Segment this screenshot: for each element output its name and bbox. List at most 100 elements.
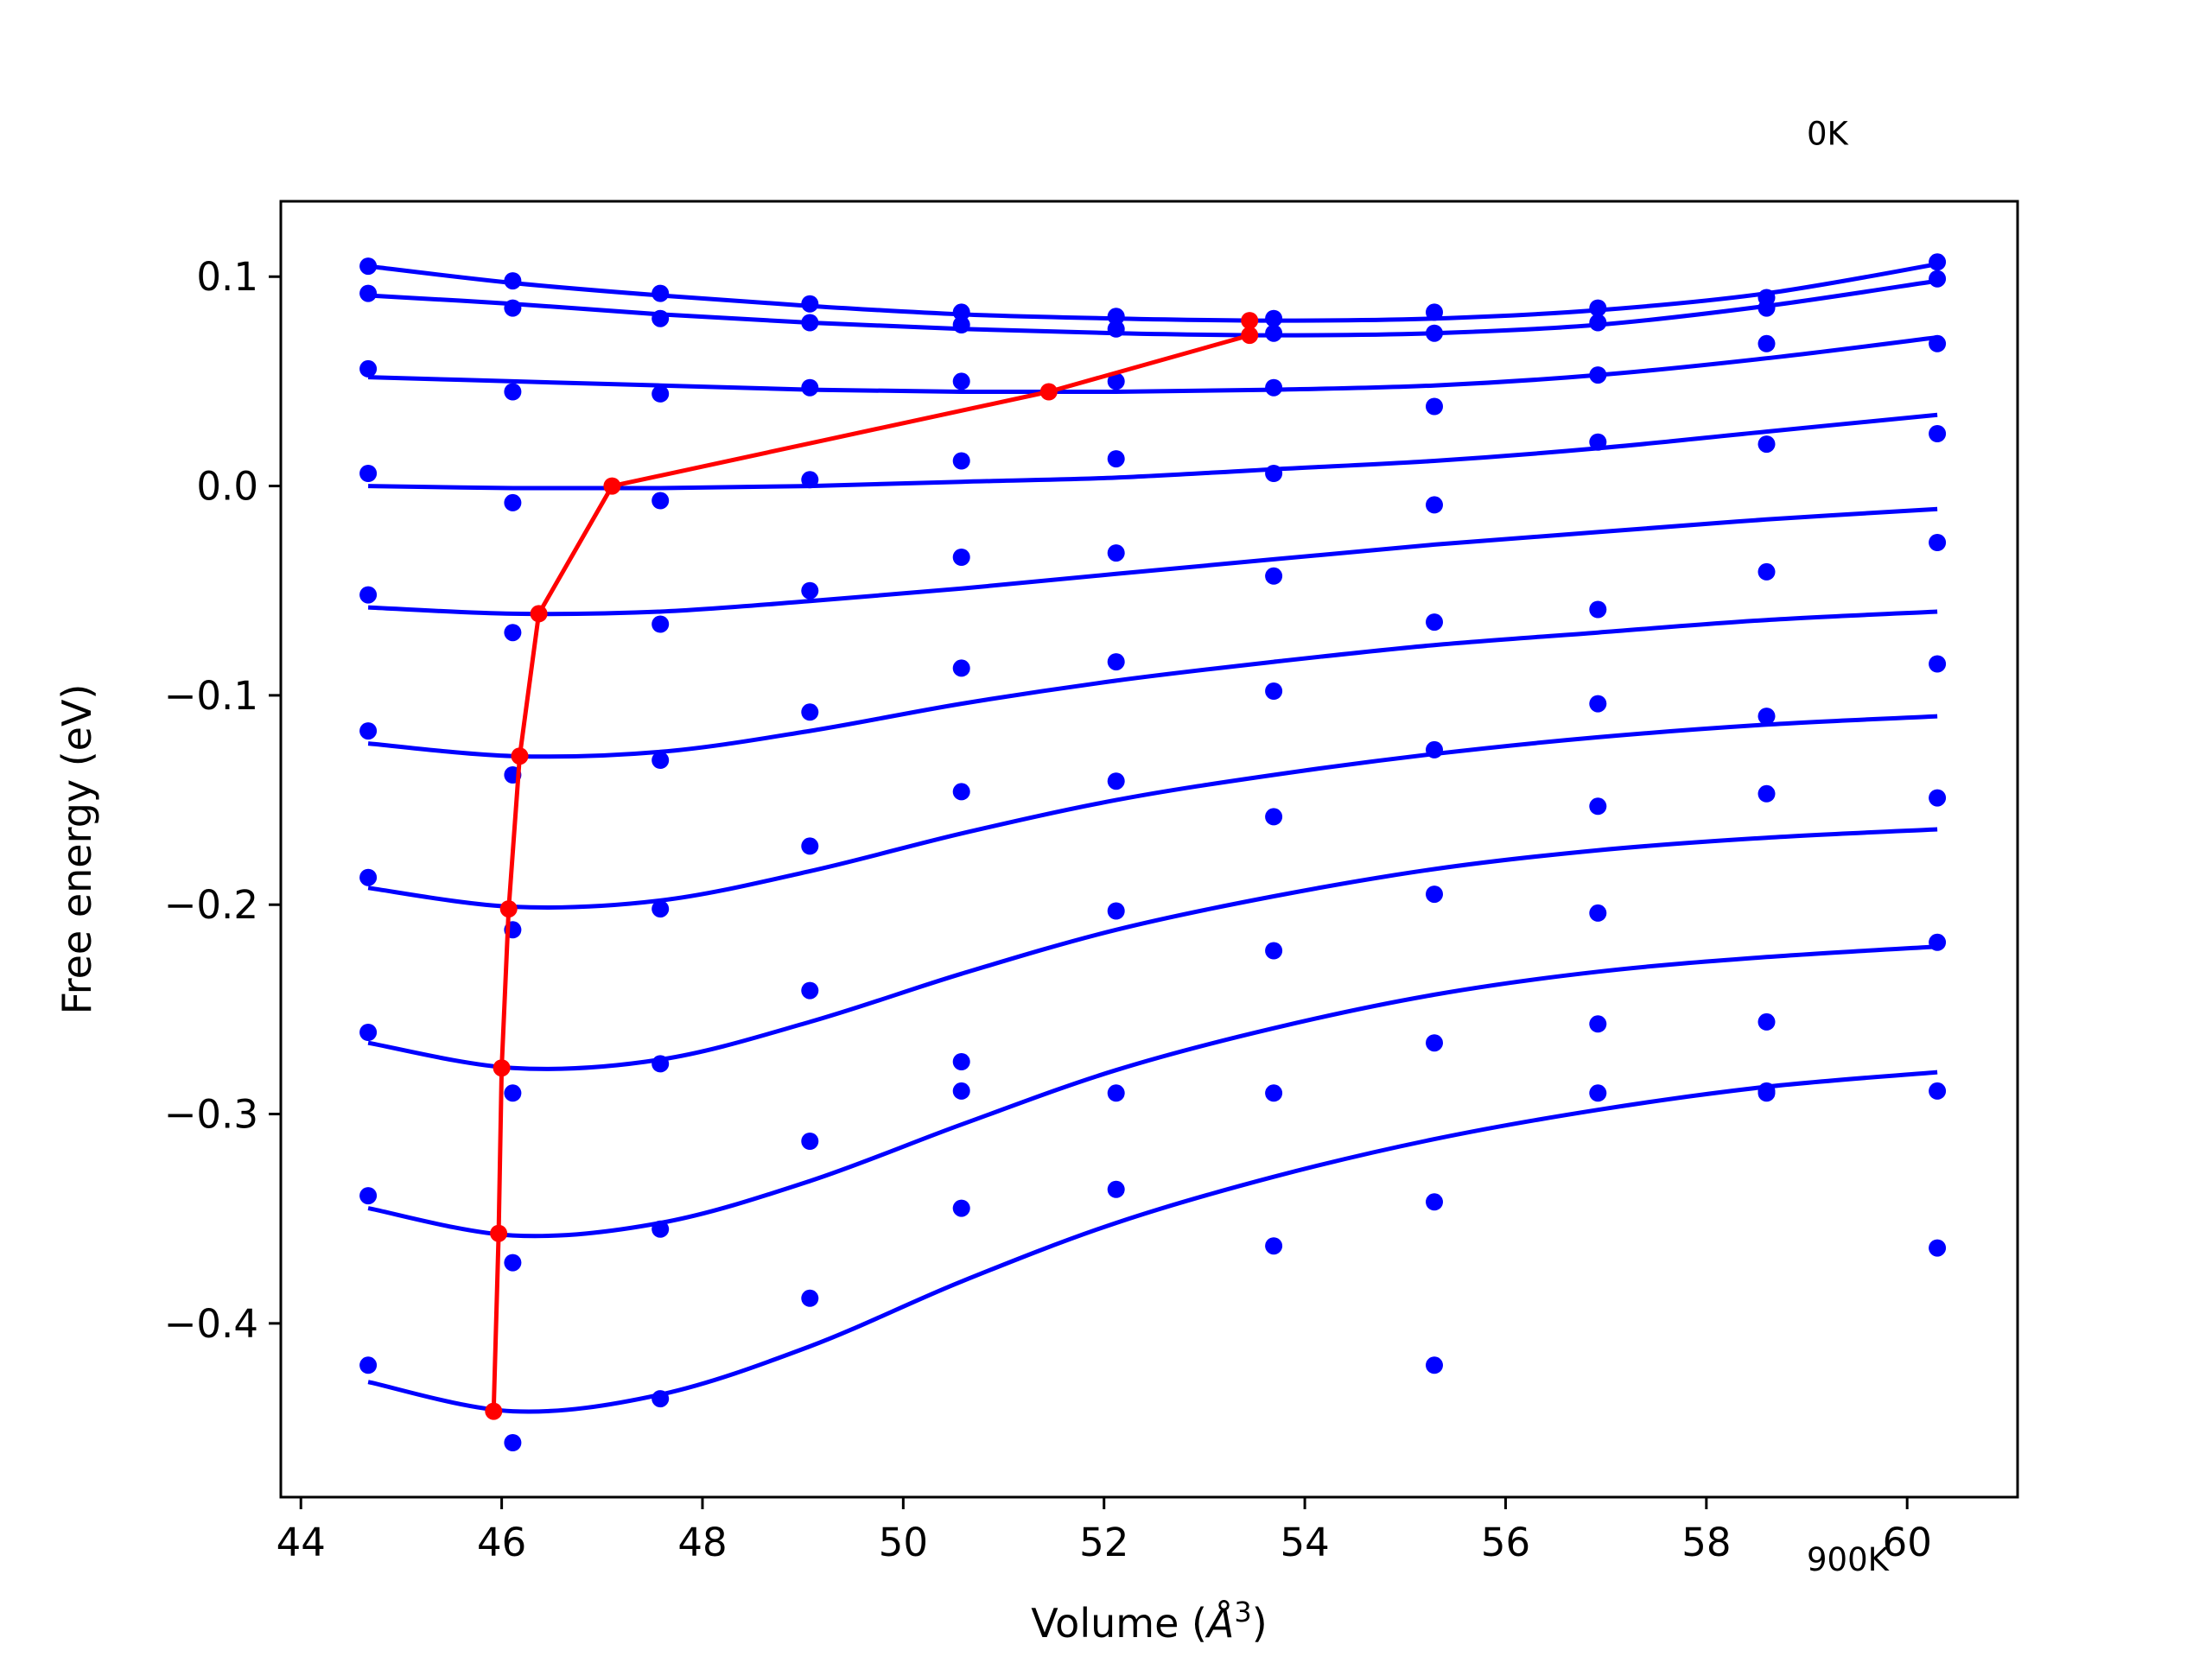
minima-point-2 xyxy=(1039,383,1058,401)
data-point-1-3 xyxy=(801,314,819,332)
data-point-6-3 xyxy=(801,837,819,855)
data-point-9-8 xyxy=(1589,1084,1607,1102)
data-point-4-6 xyxy=(1265,567,1283,585)
data-point-3-6 xyxy=(1265,465,1283,482)
data-point-1-6 xyxy=(1265,324,1283,342)
x-tick-label-0: 44 xyxy=(276,1520,326,1565)
data-point-8-3 xyxy=(801,1133,819,1150)
y-tick-label-3: −0.2 xyxy=(164,882,258,928)
data-point-2-5 xyxy=(1107,372,1125,390)
data-point-4-3 xyxy=(801,581,819,600)
data-point-7-0 xyxy=(359,1024,378,1041)
data-point-3-10 xyxy=(1929,425,1947,442)
y-tick-label-5: −0.4 xyxy=(164,1301,258,1347)
data-point-3-5 xyxy=(1107,450,1125,468)
data-point-4-7 xyxy=(1426,613,1443,632)
x-tick-label-4: 52 xyxy=(1079,1520,1128,1565)
data-point-1-0 xyxy=(359,284,378,302)
data-point-1-4 xyxy=(952,316,970,333)
data-point-5-9 xyxy=(1758,708,1776,726)
data-point-5-0 xyxy=(359,722,378,740)
data-point-7-4 xyxy=(952,1053,970,1070)
data-point-2-2 xyxy=(652,384,670,403)
x-axis-label-main: Volume ( xyxy=(1031,1600,1207,1647)
y-tick-label-2: −0.1 xyxy=(164,673,258,719)
data-point-5-10 xyxy=(1929,655,1947,673)
data-point-1-5 xyxy=(1107,320,1125,338)
data-point-7-3 xyxy=(801,981,819,1000)
data-point-6-10 xyxy=(1929,789,1947,807)
data-point-8-2 xyxy=(652,1220,670,1238)
data-point-0-8 xyxy=(1589,299,1607,317)
fit-curve-3 xyxy=(368,412,1938,491)
data-point-8-8 xyxy=(1589,1015,1607,1033)
data-point-3-3 xyxy=(801,471,819,489)
data-point-7-10 xyxy=(1929,933,1947,951)
data-point-8-1 xyxy=(504,1254,522,1272)
data-point-4-5 xyxy=(1107,544,1125,562)
data-point-9-3 xyxy=(801,1289,819,1307)
data-point-2-1 xyxy=(504,383,522,401)
minima-point-4 xyxy=(530,605,548,623)
data-point-8-10 xyxy=(1929,1082,1947,1100)
fit-curve-8 xyxy=(367,944,1938,1239)
data-point-4-4 xyxy=(952,549,970,566)
minima-line xyxy=(491,321,1252,1412)
minima-point-5 xyxy=(511,747,529,765)
x-tick-label-2: 48 xyxy=(677,1520,727,1565)
data-point-1-2 xyxy=(652,309,670,327)
data-point-0-0 xyxy=(359,257,378,276)
data-point-9-9 xyxy=(1758,1084,1776,1102)
plot-marks xyxy=(359,253,1947,1451)
data-point-1-10 xyxy=(1929,270,1947,288)
data-point-9-0 xyxy=(359,1356,378,1374)
data-point-0-6 xyxy=(1265,309,1283,327)
data-point-5-6 xyxy=(1265,682,1283,700)
data-point-8-7 xyxy=(1426,1193,1443,1211)
data-point-8-5 xyxy=(1107,1180,1125,1198)
data-point-4-8 xyxy=(1589,600,1607,619)
data-point-7-8 xyxy=(1589,904,1607,922)
fit-curve-7 xyxy=(367,827,1938,1071)
data-point-7-9 xyxy=(1758,1012,1776,1031)
data-point-3-8 xyxy=(1589,433,1607,451)
data-point-9-2 xyxy=(652,1390,670,1408)
fit-curve-9 xyxy=(367,1070,1938,1414)
x-axis-ticks: 44 46 48 50 52 54 56 58 60 xyxy=(276,1497,1932,1565)
data-point-1-1 xyxy=(504,299,522,317)
data-point-5-8 xyxy=(1589,695,1607,713)
y-axis-label: Free energy (eV) xyxy=(54,684,100,1015)
fit-curve-6 xyxy=(367,714,1938,910)
x-tick-label-3: 50 xyxy=(879,1520,928,1565)
data-point-8-6 xyxy=(1265,1237,1283,1255)
x-tick-label-8: 60 xyxy=(1883,1520,1932,1565)
x-axis-label-exponent: 3 xyxy=(1234,1596,1251,1628)
data-point-9-4 xyxy=(952,1082,970,1100)
minima-point-0 xyxy=(1241,312,1259,330)
data-point-5-2 xyxy=(652,752,670,769)
data-point-4-1 xyxy=(504,624,522,642)
data-point-2-9 xyxy=(1758,334,1776,352)
minima-point-1 xyxy=(1241,327,1259,345)
data-point-2-0 xyxy=(359,359,378,378)
data-point-3-4 xyxy=(952,452,970,470)
data-point-6-9 xyxy=(1758,784,1776,803)
minima-point-8 xyxy=(490,1224,508,1242)
data-point-3-9 xyxy=(1758,435,1776,454)
data-point-0-4 xyxy=(952,303,970,321)
data-point-2-4 xyxy=(952,372,970,390)
data-point-7-6 xyxy=(1265,942,1283,960)
fit-curve-4 xyxy=(367,506,1938,617)
data-point-3-2 xyxy=(652,492,670,510)
data-point-6-2 xyxy=(652,900,670,918)
data-point-0-5 xyxy=(1107,308,1125,326)
x-axis-label: Volume (Å3) xyxy=(1031,1596,1267,1647)
data-point-9-10 xyxy=(1929,1239,1947,1257)
data-point-0-3 xyxy=(801,295,819,313)
data-point-1-7 xyxy=(1426,324,1443,342)
data-point-6-8 xyxy=(1589,797,1607,816)
data-point-9-6 xyxy=(1265,1084,1283,1102)
x-axis-label-close: ) xyxy=(1252,1600,1268,1647)
